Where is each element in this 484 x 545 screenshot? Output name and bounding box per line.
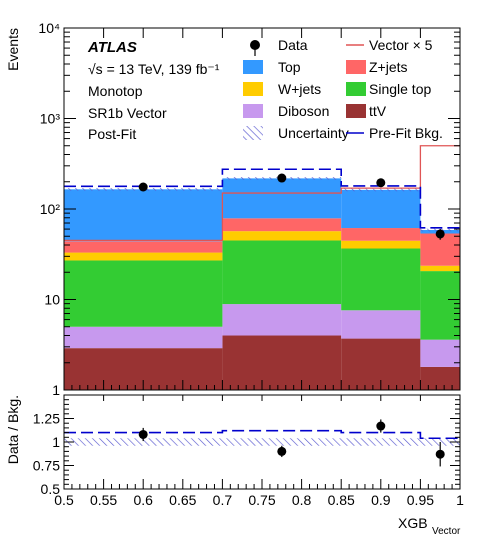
ratio-plot: 0.5 0.75 1 1.25 0.5 0.55 0.6 0.65 0.7 0.75 0.8 0.8… [33,28,464,508]
data-point-1 [138,182,148,192]
stack-bar-diboson-bin-1 [64,326,223,349]
legend-label-data: Data [278,37,308,53]
legend-swatch-ttv [346,104,366,118]
ratio-uncertainty-band [64,438,460,446]
x-axis-label-subscript: Vector [432,526,461,537]
y-tick-label-2: 10² [40,201,61,217]
x-tick-label-3: 0.65 [169,492,196,508]
ratio-prefit-line [64,429,460,440]
analysis-label: Monotop [88,83,143,99]
stack-bar-diboson-bin-4 [420,339,460,367]
stack-bar-w-jets-bin-4 [420,265,460,272]
x-axis-label: XGB [398,515,428,531]
prefit-background-line [64,168,460,229]
stack-bar-ttv-bin-2 [222,335,342,390]
ratio-y-axis: 0.5 0.75 1 1.25 [33,399,460,497]
legend-label-prefit: Pre-Fit Bkg. [369,125,443,141]
stack-bar-w-jets-bin-2 [222,231,342,241]
y-axis: 1 10 10² 10³ 10⁴ [38,20,460,398]
stack-bar-z-jets-bin-1 [64,241,223,253]
y-tick-label-3: 10³ [40,111,61,127]
stack-bar-single-top-bin-3 [341,248,421,311]
main-plot: 1 10 10² 10³ 10⁴ [38,20,461,398]
stack-bar-single-top-bin-4 [420,271,460,340]
ratio-point-3 [376,421,386,431]
x-tick-label-5: 0.75 [248,492,275,508]
x-tick-label-9: 0.95 [407,492,434,508]
legend: Data Vector × 5 Top Z+jets W+jets Single… [243,37,443,141]
y-tick-label-0: 1 [52,382,60,398]
ratio-y-tick-label-1: 0.75 [33,458,60,474]
ratio-point-1 [138,429,148,439]
x-tick-label-7: 0.85 [328,492,355,508]
signal-vector-x5-line [64,145,460,242]
stack-bar-top-bin-3 [341,189,421,229]
ratio-y-tick-label-0: 0.5 [41,481,61,497]
y-axis-label: Events [5,28,21,71]
stack-bar-z-jets-bin-3 [341,228,421,241]
ratio-uncertainty [64,438,460,446]
ratio-y-axis-label: Data / Bkg. [5,395,21,464]
stack-bar-w-jets-bin-1 [64,252,223,261]
stack-bar-single-top-bin-2 [222,240,342,305]
legend-swatch-zjets [346,60,366,74]
stack-bar-diboson-bin-2 [222,304,342,336]
stacked-background [64,178,460,390]
legend-data-marker [250,40,260,50]
x-tick-label-1: 0.55 [90,492,117,508]
overlay-lines [64,145,460,242]
stack-bar-w-jets-bin-3 [341,240,421,249]
ratio-point-2 [277,446,287,456]
legend-label-diboson: Diboson [278,103,329,119]
stack-bar-ttv-bin-4 [420,366,460,390]
legend-label-wjets: W+jets [278,81,321,97]
x-tick-label-2: 0.6 [133,492,153,508]
legend-swatch-diboson [243,104,263,118]
info-block: ATLAS √s = 13 TeV, 139 fb⁻¹ Monotop SR1b… [87,39,220,142]
region-label: SR1b Vector [88,105,167,121]
legend-swatch-top [243,60,263,74]
x-tick-label-8: 0.9 [371,492,391,508]
stack-bar-top-bin-2 [222,178,342,219]
y-tick-label-4: 10⁴ [38,20,60,36]
data-points [138,173,445,240]
legend-label-zjets: Z+jets [369,59,408,75]
data-point-4 [435,229,445,239]
stack-bar-single-top-bin-1 [64,260,223,327]
x-tick-label-6: 0.8 [292,492,312,508]
legend-label-singletop: Single top [369,81,431,97]
legend-label-top: Top [278,59,301,75]
stack-bar-z-jets-bin-2 [222,218,342,232]
ratio-y-tick-label-2: 1 [52,434,60,450]
legend-swatch-wjets [243,82,263,96]
energy-lumi-label: √s = 13 TeV, 139 fb⁻¹ [88,61,220,77]
x-axis: 0.5 0.55 0.6 0.65 0.7 0.75 0.8 0.85 0.9 0.95 1 [54,28,464,508]
y-tick-label-1: 10 [44,292,60,308]
fit-label: Post-Fit [88,126,136,142]
legend-swatch-singletop [346,82,366,96]
x-tick-label-10: 1 [456,492,464,508]
x-tick-label-0: 0.5 [54,492,74,508]
ratio-lines [64,429,460,440]
data-point-3 [376,178,386,188]
ratio-point-4 [435,449,445,459]
legend-label-ttv: ttV [369,103,387,119]
ratio-points [138,419,445,467]
legend-label-uncertainty: Uncertainty [278,125,349,141]
x-axis-title: XGB Vector [398,515,461,537]
stack-bar-diboson-bin-3 [341,310,421,339]
x-tick-label-4: 0.7 [213,492,233,508]
legend-swatch-uncertainty [243,126,263,140]
data-point-2 [277,173,287,183]
stack-bar-top-bin-1 [64,189,223,242]
legend-label-signal: Vector × 5 [369,37,433,53]
ratio-y-tick-label-3: 1.25 [33,411,60,427]
uncertainty-bin-3 [341,188,421,192]
experiment-label: ATLAS [87,39,137,56]
